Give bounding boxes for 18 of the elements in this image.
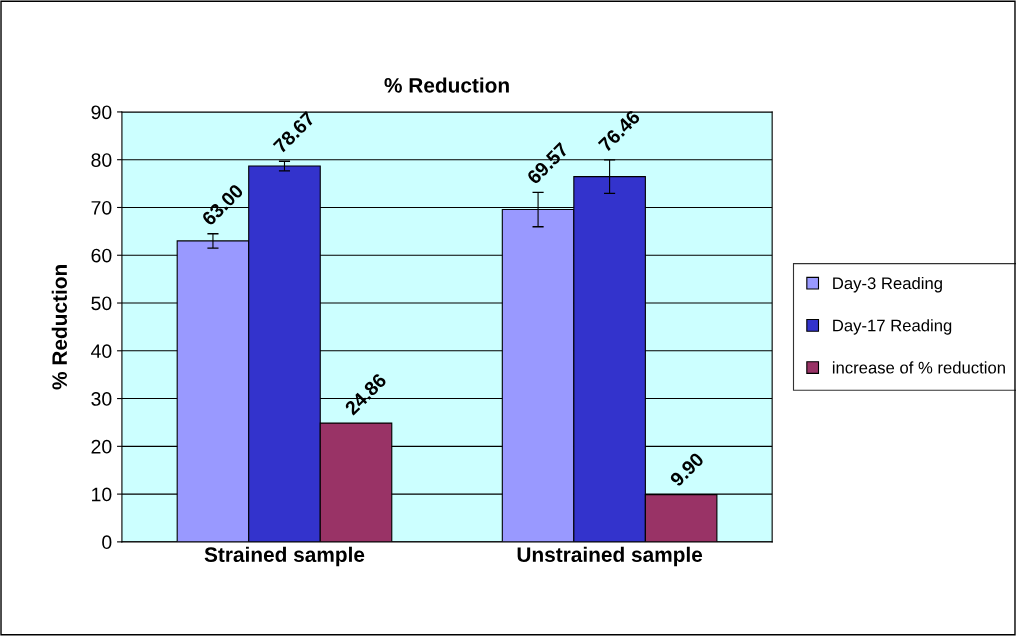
x-tick-label: Unstrained sample (517, 546, 703, 567)
y-tick-label: 60 (91, 248, 112, 263)
x-tick-label: Strained sample (204, 546, 365, 567)
y-tick-label: 70 (91, 200, 112, 215)
y-tick-label: 0 (102, 535, 112, 550)
y-tick-label: 10 (92, 487, 112, 502)
chart-title: % Reduction (384, 77, 509, 93)
y-tick-label: 80 (91, 153, 112, 167)
legend-label: Day-3 Reading (833, 276, 942, 293)
data-label: 9.90 (669, 451, 705, 488)
y-tick-label: 30 (91, 392, 112, 406)
legend-label: Day-17 Reading (833, 319, 952, 335)
legend-label: increase of % reduction (832, 361, 1005, 374)
y-axis-title: % Reduction (51, 265, 68, 390)
y-tick-label: 20 (91, 439, 112, 454)
y-tick-label: 90 (91, 105, 112, 120)
y-tick-label: 50 (91, 296, 112, 311)
y-tick-label: 40 (91, 344, 112, 359)
